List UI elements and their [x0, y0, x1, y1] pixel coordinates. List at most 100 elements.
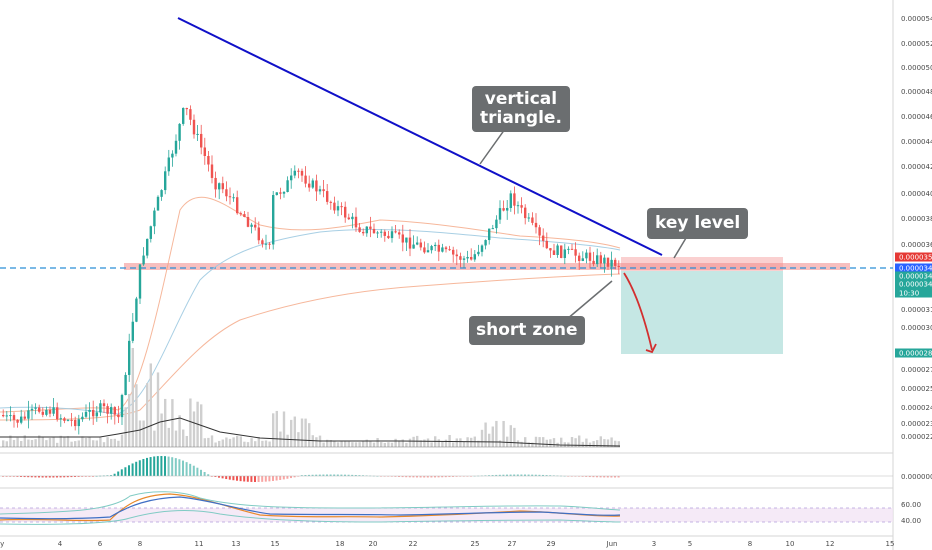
volume-bar — [513, 427, 516, 447]
macd-bar — [538, 474, 541, 476]
volume-bar — [178, 415, 181, 447]
volume-bar — [272, 413, 275, 447]
volume-bar — [376, 438, 379, 447]
volume-bar — [444, 439, 448, 447]
volume-bar — [344, 441, 347, 447]
price-tick: 0.00005200 — [901, 40, 932, 48]
time-tick: 15 — [271, 540, 280, 548]
price-tick: 0.00005400 — [901, 15, 932, 23]
volume-bar — [106, 437, 109, 447]
volume-bar — [477, 440, 480, 447]
price-badge — [895, 252, 932, 262]
candle-body — [178, 123, 181, 141]
ma-mid — [0, 229, 621, 415]
candle-body — [257, 227, 260, 241]
volume-bar — [470, 437, 473, 447]
volume-bar — [5, 441, 8, 447]
volume-bar — [538, 437, 541, 447]
candle-body — [254, 224, 257, 228]
volume-bar — [203, 438, 206, 447]
volume-bar — [77, 440, 80, 447]
volume-bar — [117, 440, 120, 447]
macd-bar — [272, 476, 274, 481]
macd-bar — [581, 476, 584, 477]
volume-bar — [135, 384, 138, 447]
macd-bar — [200, 469, 202, 476]
macd-histogram — [2, 456, 620, 482]
macd-bar — [214, 476, 217, 477]
macd-bar — [84, 476, 87, 477]
candle-body — [585, 252, 588, 259]
volume-bar — [164, 398, 167, 447]
candle-body — [552, 250, 556, 255]
candle-body — [2, 415, 5, 417]
macd-bar — [412, 476, 415, 478]
macd-bar — [534, 474, 537, 476]
candle-body — [59, 418, 62, 420]
volume-bars — [2, 347, 620, 447]
macd-bar — [192, 465, 195, 476]
candle-body — [66, 419, 70, 421]
candle-body — [473, 254, 476, 260]
macd-bar — [308, 474, 310, 476]
volume-bar — [34, 439, 37, 447]
candle-body — [48, 409, 52, 414]
candle-body — [120, 395, 124, 418]
volume-bar — [243, 441, 246, 447]
candle-body — [196, 133, 199, 135]
macd-bar — [347, 474, 350, 476]
volume-bar — [592, 441, 595, 447]
candle-body — [124, 374, 127, 396]
triangle-callout: vertical triangle. — [472, 86, 570, 132]
key-level-zone — [124, 263, 850, 270]
candle-body — [250, 224, 253, 227]
macd-bar — [185, 462, 188, 476]
candle-body — [347, 217, 350, 220]
macd-bar — [228, 476, 231, 480]
macd-bar — [394, 476, 397, 477]
macd-bar — [210, 476, 213, 477]
macd-bar — [329, 474, 332, 476]
volume-bar — [250, 438, 253, 447]
macd-bar — [542, 474, 544, 476]
candle-body — [113, 407, 116, 415]
macd-bar — [430, 476, 433, 478]
macd-bar — [41, 476, 44, 478]
volume-bar — [30, 439, 34, 447]
macd-bar — [196, 467, 199, 476]
volume-bar — [610, 437, 613, 447]
volume-bar — [506, 436, 509, 447]
volume-bar — [599, 436, 602, 447]
volume-bar — [329, 440, 332, 447]
volume-bar — [27, 439, 30, 447]
volume-bar — [225, 437, 228, 447]
candle-body — [495, 219, 498, 229]
volume-bar — [516, 440, 520, 447]
macd-bar — [495, 474, 498, 476]
macd-bar — [254, 476, 256, 482]
short-zone-callout: short zone — [469, 316, 585, 345]
candle-body — [484, 240, 487, 246]
volume-bar — [560, 437, 563, 447]
volume-bar — [81, 436, 84, 447]
volume-bar — [153, 430, 156, 447]
rsi-signal — [0, 496, 621, 520]
candle-body — [92, 409, 95, 417]
candle-body — [174, 140, 178, 154]
candle-body — [282, 192, 286, 194]
macd-bar — [459, 476, 462, 477]
price-badge-label: 0.00003442 — [899, 265, 932, 273]
indicator-tick: 0.00000000 — [901, 473, 932, 481]
volume-bar — [365, 439, 368, 447]
volume-bar — [387, 442, 390, 447]
short-target-zone — [621, 271, 783, 354]
candle-body — [599, 255, 602, 264]
macd-bar — [131, 463, 134, 476]
macd-bar — [506, 474, 508, 476]
volume-bar — [401, 439, 404, 447]
macd-bar — [290, 476, 292, 479]
candle-body — [383, 231, 386, 236]
rsi-band-upper — [0, 491, 621, 515]
price-badge-label: 0.00003530 — [899, 254, 932, 262]
